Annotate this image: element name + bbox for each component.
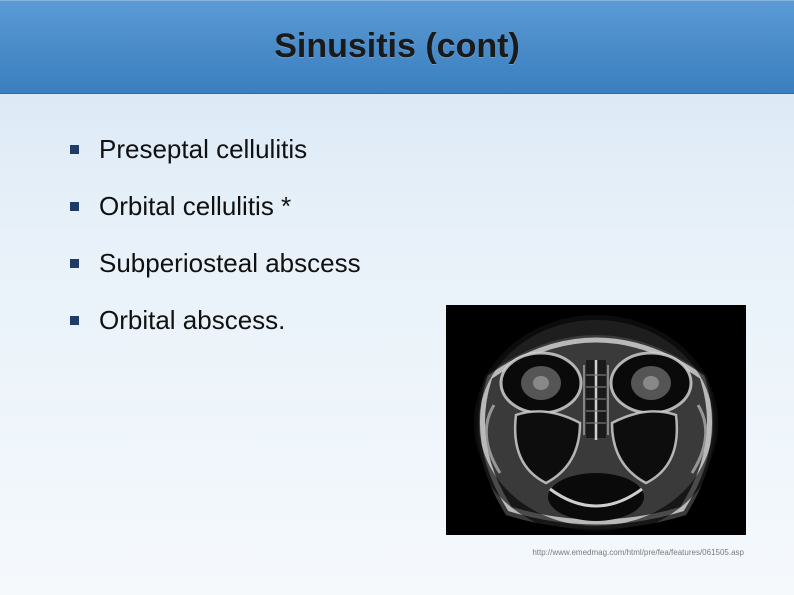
slide: Sinusitis (cont) Preseptal cellulitis Or… [0, 0, 794, 595]
bullet-icon [70, 202, 79, 211]
bullet-text: Subperiosteal abscess [99, 248, 361, 279]
citation-text: http://www.emedmag.com/html/pre/fea/feat… [532, 548, 744, 557]
bullet-icon [70, 316, 79, 325]
list-item: Preseptal cellulitis [70, 134, 754, 165]
list-item: Subperiosteal abscess [70, 248, 754, 279]
list-item: Orbital cellulitis * [70, 191, 754, 222]
bullet-icon [70, 145, 79, 154]
ct-scan-icon [446, 305, 746, 535]
bullet-text: Orbital abscess. [99, 305, 285, 336]
title-bar: Sinusitis (cont) [0, 0, 794, 94]
bullet-icon [70, 259, 79, 268]
content-area: Preseptal cellulitis Orbital cellulitis … [0, 94, 794, 336]
ct-image [446, 305, 746, 535]
slide-title: Sinusitis (cont) [274, 27, 520, 66]
bullet-text: Preseptal cellulitis [99, 134, 307, 165]
bullet-text: Orbital cellulitis * [99, 191, 291, 222]
